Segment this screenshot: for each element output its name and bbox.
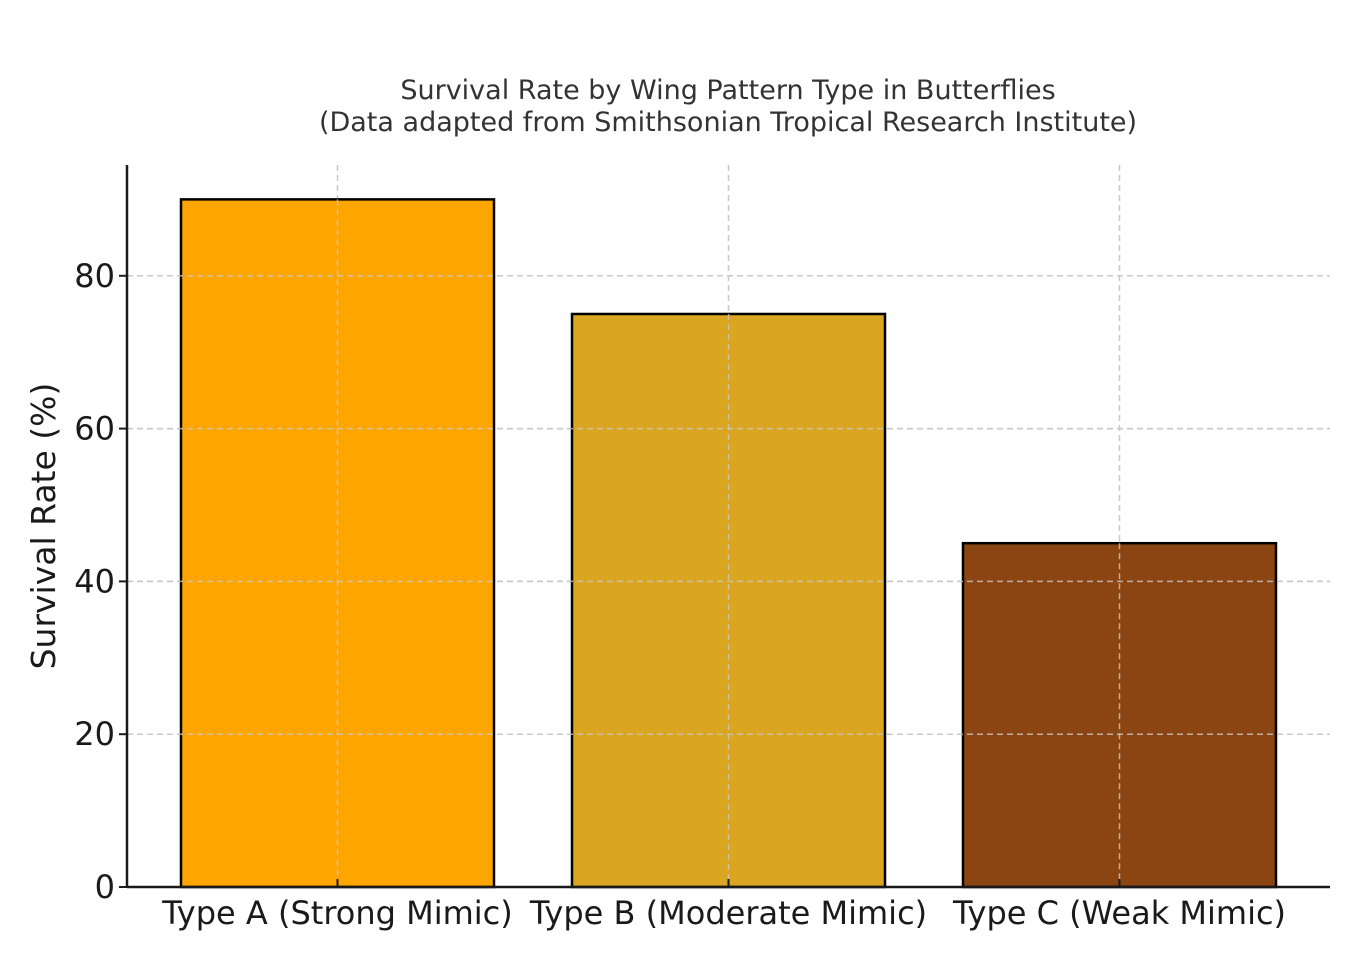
y-tick-label: 0 (95, 868, 115, 906)
y-tick-label: 60 (74, 410, 115, 448)
y-tick-label: 40 (74, 562, 115, 600)
chart-title: Survival Rate by Wing Pattern Type in Bu… (400, 75, 1055, 106)
chart-subtitle: (Data adapted from Smithsonian Tropical … (319, 107, 1137, 138)
x-tick-label: Type C (Weak Mimic) (952, 894, 1286, 932)
x-tick-label: Type B (Moderate Mimic) (529, 894, 927, 932)
x-tick-label: Type A (Strong Mimic) (161, 894, 513, 932)
y-tick-label: 80 (74, 257, 115, 295)
y-tick-label: 20 (74, 715, 115, 753)
y-ticks: 0 20 40 60 80 (74, 257, 127, 906)
y-axis-label: Survival Rate (%) (24, 383, 63, 670)
x-ticks: Type A (Strong Mimic) Type B (Moderate Mi… (161, 879, 1286, 932)
bars (127, 198, 1330, 889)
